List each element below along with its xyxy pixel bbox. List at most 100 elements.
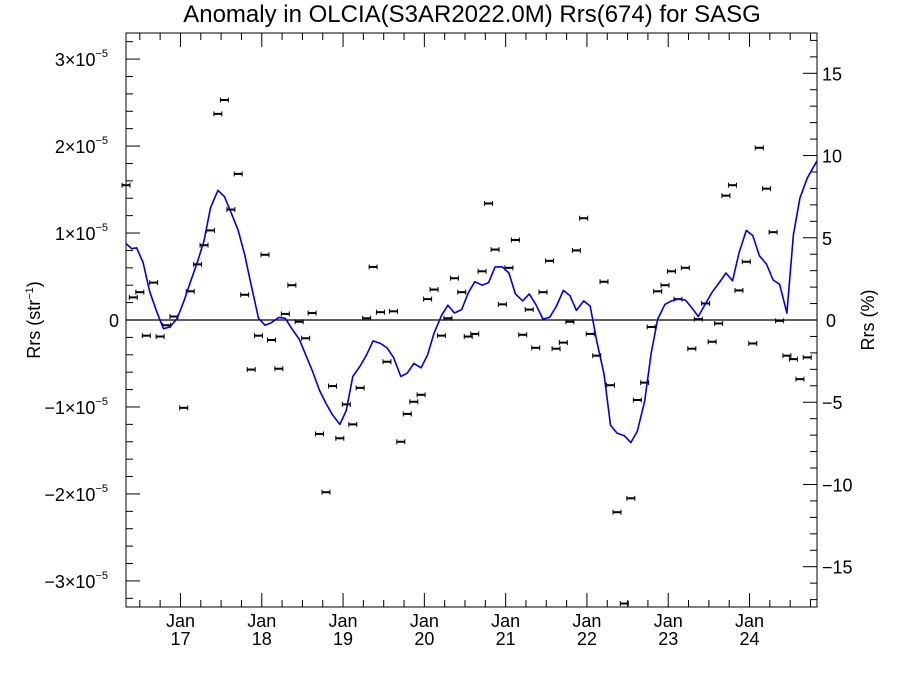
data-point: [429, 287, 439, 293]
data-point: [599, 279, 609, 285]
x-tick-label-month: Jan: [329, 611, 358, 631]
data-point: [687, 346, 697, 352]
data-point: [571, 247, 581, 253]
chart-title: Anomaly in OLCIA(S3AR2022.0M) Rrs(674) f…: [183, 1, 761, 28]
data-point: [741, 259, 751, 265]
data-point: [135, 289, 145, 295]
data-point: [388, 308, 398, 314]
data-point: [802, 354, 812, 360]
data-point: [141, 333, 151, 339]
y-tick-label: −1×10−5: [44, 396, 108, 418]
data-point: [121, 182, 131, 188]
y-axis-title: Rrs (str−1): [24, 281, 44, 359]
data-point: [646, 324, 656, 330]
data-point: [233, 171, 243, 177]
data-point: [707, 339, 717, 345]
data-point: [226, 207, 236, 213]
data-point: [721, 193, 731, 199]
data-point: [355, 385, 365, 391]
x-tick-label-year: 18: [252, 629, 272, 649]
data-point: [470, 331, 480, 337]
y2-axis-title: Rrs (%): [858, 290, 878, 351]
data-point: [382, 359, 392, 365]
data-point: [199, 242, 209, 248]
data-point: [348, 421, 358, 427]
data-point: [727, 182, 737, 188]
data-point: [321, 489, 331, 495]
y2-tick-label: 0: [826, 311, 836, 331]
data-point: [449, 275, 459, 281]
data-point: [375, 309, 385, 315]
y-tick-label: 0: [109, 311, 119, 331]
data-point: [149, 280, 159, 286]
data-point: [362, 315, 372, 321]
data-point: [680, 265, 690, 271]
data-point: [606, 382, 616, 388]
x-tick-label-month: Jan: [572, 611, 601, 631]
data-point: [128, 294, 138, 300]
x-tick-label-year: 20: [414, 629, 434, 649]
y-axis-left: 3×10−5 2×10−5 1×10−5 0 −1×10−5 −2×10−5 −3×10−5: [44, 41, 140, 599]
y2-tick-label: −5: [822, 393, 843, 413]
data-point: [762, 186, 772, 192]
x-tick-label-month: Jan: [654, 611, 683, 631]
data-point: [443, 315, 453, 321]
y2-tick-label: −10: [822, 475, 853, 495]
data-point: [213, 111, 223, 117]
data-point: [280, 311, 290, 317]
data-point: [545, 258, 555, 264]
data-point: [155, 334, 165, 340]
data-point: [219, 97, 229, 103]
data-point: [396, 439, 406, 445]
data-point: [436, 333, 446, 339]
data-point: [193, 261, 203, 267]
anomaly-points: [121, 97, 812, 607]
y-tick-label: −3×10−5: [44, 570, 108, 592]
data-point: [402, 411, 412, 417]
x-tick-label-month: Jan: [410, 611, 439, 631]
y-tick-label: −2×10−5: [44, 483, 108, 505]
data-point: [558, 340, 568, 346]
data-point: [748, 340, 758, 346]
data-point: [754, 145, 764, 151]
data-point: [484, 200, 494, 206]
data-point: [314, 431, 324, 437]
trend-line: [125, 160, 818, 444]
x-tick-label-year: 22: [577, 629, 597, 649]
data-point: [246, 367, 256, 373]
data-point: [538, 289, 548, 295]
data-point: [632, 397, 642, 403]
data-point: [565, 319, 575, 325]
data-point: [714, 320, 724, 326]
data-point: [260, 252, 270, 258]
data-point: [457, 289, 467, 295]
data-point: [179, 405, 189, 411]
data-point: [287, 282, 297, 288]
x-tick-label-month: Jan: [247, 611, 276, 631]
data-point: [619, 601, 629, 607]
data-point: [775, 318, 785, 324]
x-tick-label-year: 23: [658, 629, 678, 649]
data-point: [294, 319, 304, 325]
y-axis-right: 15 10 5 0 −5 −10 −15: [803, 39, 853, 601]
data-point: [301, 335, 311, 341]
y2-tick-label: 5: [822, 229, 832, 249]
data-point: [626, 495, 636, 501]
x-tick-label-month: Jan: [166, 611, 195, 631]
data-point: [497, 301, 507, 307]
x-tick-label-year: 21: [496, 629, 516, 649]
data-point: [551, 346, 561, 352]
data-point: [254, 333, 264, 339]
x-tick-label-year: 17: [170, 629, 190, 649]
x-tick-label-month: Jan: [491, 611, 520, 631]
data-point: [327, 383, 337, 389]
data-point: [768, 229, 778, 235]
y-tick-label: 2×10−5: [55, 135, 108, 157]
data-point: [734, 287, 744, 293]
data-point: [477, 268, 487, 274]
data-point: [788, 356, 798, 362]
x-tick-label-month: Jan: [735, 611, 764, 631]
x-tick-label-year: 24: [740, 629, 760, 649]
